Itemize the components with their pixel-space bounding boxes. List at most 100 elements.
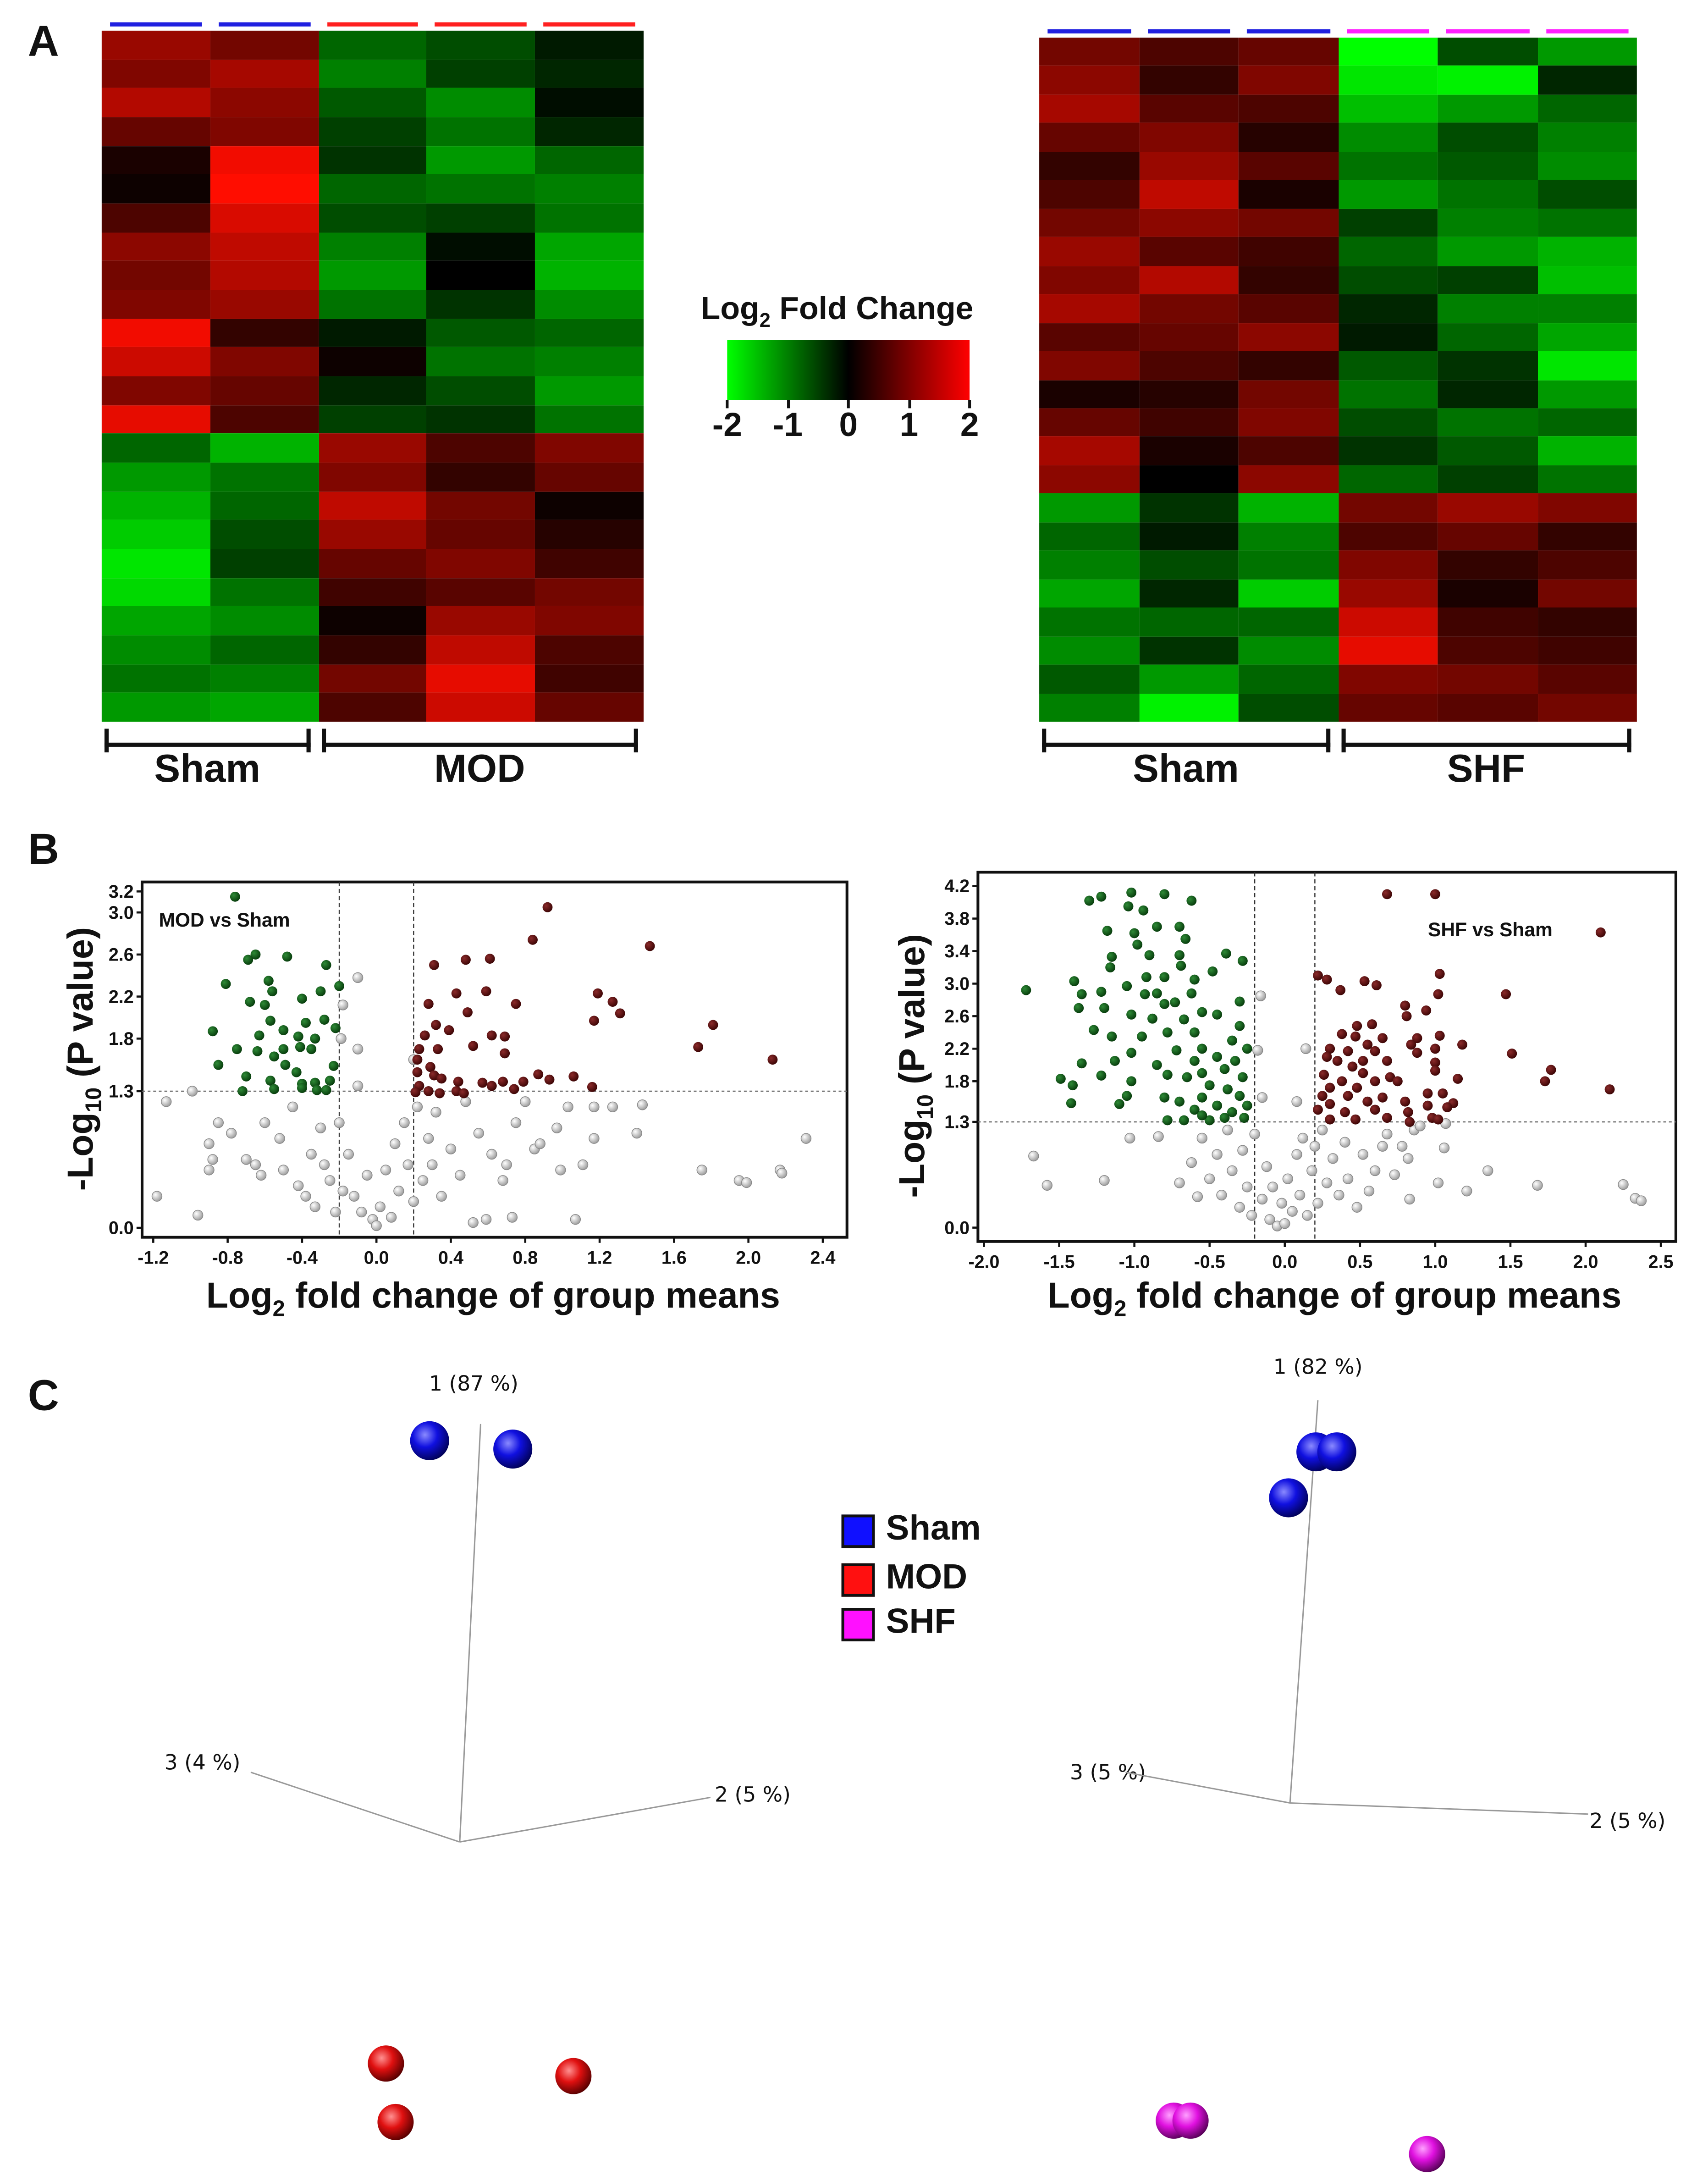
data-point-not-significant: [287, 1101, 298, 1113]
heatmap-cell: [1139, 579, 1239, 608]
data-point-not-significant: [1261, 1161, 1273, 1172]
heatmap-cell: [1338, 66, 1438, 95]
heatmap-cell: [535, 462, 644, 491]
data-point-up-regulated: [1438, 1088, 1448, 1099]
data-point-up-regulated: [451, 988, 462, 999]
heatmap-cell: [1039, 209, 1139, 237]
pca-axis-3: [1125, 1772, 1290, 1804]
data-point-not-significant: [371, 1220, 382, 1231]
heatmap-cell: [318, 88, 427, 117]
heatmap-cell: [1338, 237, 1438, 266]
data-point-up-regulated: [1367, 1019, 1377, 1030]
data-point-not-significant: [1204, 1173, 1215, 1184]
data-point-not-significant: [1415, 1121, 1426, 1132]
data-point-down-regulated: [1122, 981, 1132, 991]
heatmap-cell: [1039, 607, 1139, 636]
data-point-down-regulated: [1107, 1031, 1117, 1042]
heatmap-cell: [318, 664, 427, 693]
data-point-down-regulated: [1105, 962, 1116, 972]
data-point-down-regulated: [1197, 1007, 1207, 1017]
heatmap-cell: [318, 59, 427, 88]
heatmap-cell: [1438, 579, 1537, 608]
x-tick-label: 2.5: [1648, 1252, 1674, 1272]
data-point-down-regulated: [1159, 972, 1170, 983]
data-point-up-regulated: [1430, 889, 1440, 900]
data-point-not-significant: [486, 1148, 497, 1160]
data-point-not-significant: [259, 1117, 270, 1128]
data-point-not-significant: [589, 1133, 600, 1144]
data-point-not-significant: [1242, 1182, 1253, 1193]
data-point-up-regulated: [589, 1016, 599, 1026]
data-point-down-regulated: [1179, 1014, 1189, 1025]
data-point-not-significant: [777, 1168, 788, 1179]
volcano-shf-title: SHF vs Sham: [1427, 918, 1553, 941]
data-point-not-significant: [1287, 1206, 1298, 1217]
data-point-up-regulated: [1430, 1066, 1440, 1076]
data-point-up-regulated: [1430, 1044, 1440, 1054]
heatmap-cell: [210, 203, 319, 232]
data-point-up-regulated: [693, 1042, 704, 1052]
heatmap-cell: [1438, 436, 1537, 465]
data-point-down-regulated: [1107, 951, 1117, 962]
heatmap-cell: [427, 578, 535, 607]
data-point-up-regulated: [425, 1062, 435, 1072]
data-point-down-regulated: [1234, 1091, 1245, 1101]
data-point-up-regulated: [1322, 1052, 1332, 1062]
data-point-not-significant: [226, 1127, 237, 1139]
heatmap-cell: [1438, 94, 1537, 123]
heatmap-cell: [1039, 151, 1139, 180]
heatmap-cell: [1039, 693, 1139, 722]
data-point-up-regulated: [1337, 1029, 1347, 1039]
data-point-up-regulated: [511, 999, 521, 1009]
data-point-not-significant: [1249, 1128, 1260, 1140]
heatmap-cell: [1537, 693, 1637, 722]
data-point-up-regulated: [1403, 1107, 1413, 1117]
heatmap-cell: [1039, 180, 1139, 209]
heatmap-cell: [427, 59, 535, 88]
data-point-up-regulated: [1371, 980, 1382, 990]
data-point-down-regulated: [269, 1084, 279, 1094]
legend-swatch-shf: [841, 1608, 875, 1641]
data-point-down-regulated: [1147, 1013, 1157, 1024]
data-point-up-regulated: [1400, 1096, 1410, 1107]
data-point-not-significant: [480, 1214, 492, 1225]
data-point-not-significant: [356, 1206, 367, 1218]
data-point-up-regulated: [1350, 1114, 1361, 1125]
data-point-down-regulated: [1099, 1003, 1109, 1013]
data-point-not-significant: [1264, 1214, 1275, 1225]
heatmap-cell: [1238, 493, 1338, 522]
heatmap-cell: [1338, 322, 1438, 351]
data-point-not-significant: [352, 1080, 364, 1092]
data-point-up-regulated: [1343, 1091, 1353, 1101]
heatmap-cell: [535, 261, 644, 290]
heatmap-cell: [1537, 493, 1637, 522]
heatmap-cell: [318, 462, 427, 491]
data-point-not-significant: [1382, 1128, 1393, 1140]
data-point-down-regulated: [1055, 1074, 1066, 1084]
data-point-not-significant: [637, 1099, 648, 1110]
x-tick-label: 0.5: [1347, 1252, 1372, 1272]
heatmap-cell: [101, 491, 210, 520]
pca-point-shf: [1172, 2102, 1209, 2139]
data-point-not-significant: [1317, 1125, 1328, 1136]
data-point-not-significant: [607, 1101, 618, 1113]
data-point-down-regulated: [278, 1025, 289, 1035]
heatmap-cell: [101, 664, 210, 693]
data-point-down-regulated: [325, 1076, 335, 1086]
data-point-not-significant: [1438, 1143, 1450, 1154]
data-point-up-regulated: [1325, 1099, 1335, 1109]
data-point-not-significant: [204, 1165, 215, 1176]
data-point-up-regulated: [1370, 1046, 1380, 1056]
colorbar-title: Log2 Fold Change: [701, 290, 974, 332]
colorbar-tick-label: 2: [960, 407, 979, 445]
data-point-not-significant: [362, 1170, 373, 1181]
sample-group-bar: [543, 22, 635, 27]
heatmap-cell: [1139, 294, 1239, 323]
heatmap-cell: [318, 146, 427, 175]
data-point-down-regulated: [1204, 1115, 1215, 1126]
heatmap-cell: [1438, 493, 1537, 522]
heatmap-cell: [1438, 551, 1537, 580]
heatmap-cell: [1537, 151, 1637, 180]
data-point-not-significant: [300, 1191, 311, 1202]
data-point-up-regulated: [1604, 1084, 1615, 1094]
